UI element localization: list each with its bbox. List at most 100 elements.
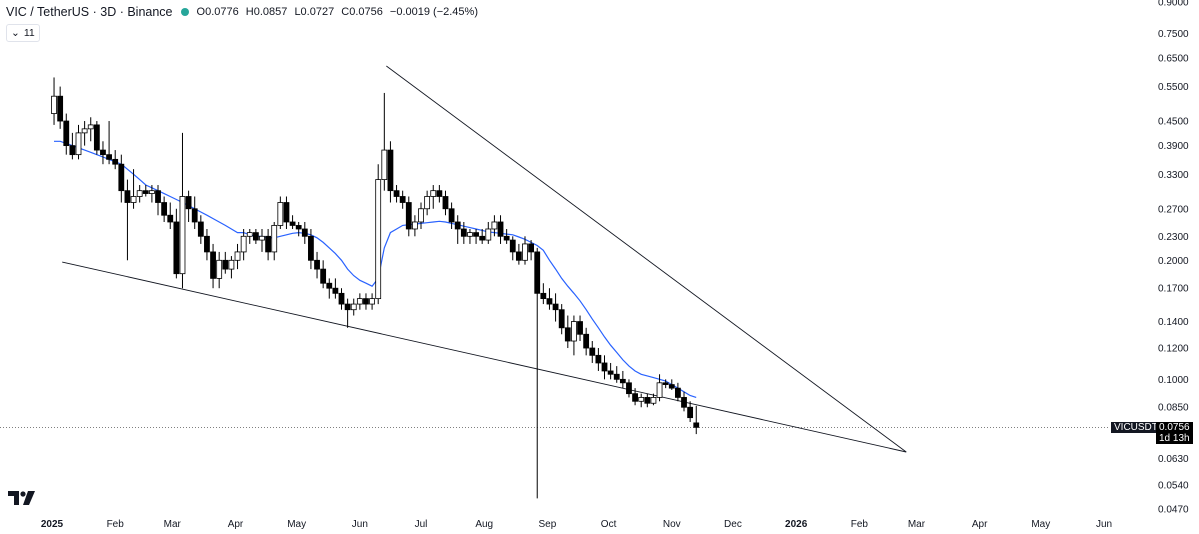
candle-body [246,232,253,237]
candles [51,77,700,499]
candle-body [167,214,174,223]
candle-body [393,190,400,197]
candle [308,228,314,270]
candle [210,243,216,289]
candle [179,132,186,289]
candle [607,362,614,380]
candle [375,164,382,305]
candle [185,190,192,222]
candle-body [448,208,455,223]
candle-body [130,196,137,203]
candle [595,348,602,371]
price-axis[interactable]: 0.0470 0.0540 0.0630 0.0850 0.1000 0.1200 0.14… [1158,0,1189,516]
candle [283,196,290,229]
candle [418,202,424,229]
x-tick-label: Aug [475,519,493,530]
x-tick-label: Sep [539,519,557,530]
candle [191,196,198,229]
candle [148,185,155,203]
candle-body [320,268,327,284]
tradingview-logo-icon[interactable] [8,490,36,506]
candle-body [491,221,498,230]
candle-body [546,298,553,305]
candle-body [277,202,284,226]
candle [546,288,553,310]
candle-body [436,190,443,197]
candle [583,327,590,356]
candle [228,256,235,279]
candle-body [583,333,590,349]
indicators-toggle[interactable]: ⌄ 11 [6,24,40,42]
tag-countdown: 1d 13h [1159,433,1190,444]
y-tick-label: 0.0470 [1158,505,1189,516]
y-tick-label: 0.0540 [1158,481,1189,492]
candle [118,154,125,203]
x-tick-label: Apr [228,519,244,530]
x-tick-label: Mar [908,519,926,530]
candle-body [87,124,94,130]
candle [216,251,223,289]
tag-price: 0.0756 [1159,422,1190,433]
candle [454,215,461,244]
x-tick-label: Oct [601,519,617,530]
candle-body [308,235,314,261]
candle [356,293,363,310]
candle-body [662,382,669,385]
x-tick-label: Mar [164,519,182,530]
candle [295,221,302,237]
candle-body [601,362,608,372]
y-tick-label: 0.3300 [1158,170,1189,181]
candle-body [613,373,620,380]
candle [497,215,504,244]
candle-body [295,225,302,230]
candle-body [283,202,290,223]
x-tick-label: Jul [415,519,428,530]
candle-body [338,292,345,305]
candle-body [363,298,369,305]
candle-body [240,235,247,253]
time-axis[interactable]: 2025 Feb Mar Apr May Jun Jul Aug Sep Oct Nov Dec 202… [41,519,1112,530]
candle-body [350,303,357,311]
candle-body [191,208,198,223]
candle [411,215,418,237]
candle-body [124,190,131,203]
y-tick-label: 0.4500 [1158,117,1189,128]
candle [626,379,632,398]
candle [436,185,443,203]
last-price-label: 0.0756 [1156,422,1193,433]
candle [136,185,143,203]
candle [693,405,700,435]
symbol-title[interactable]: VIC / TetherUS · 3D · Binance [6,5,173,19]
candle-body [118,163,125,192]
candle-body [106,154,112,160]
candle-body [571,321,577,342]
candle [81,121,88,146]
candle-body [81,128,88,134]
candle [509,236,516,261]
candle [289,215,296,229]
candle [197,215,204,244]
x-tick-label: 2026 [785,519,808,530]
y-tick-label: 0.0630 [1158,454,1189,465]
indicator-count: 11 [23,27,35,39]
tag-symbol: VICUSDT [1114,422,1158,433]
candle [100,141,106,165]
candle-body [540,292,547,300]
candle-body [528,243,535,253]
candle-body [454,221,461,230]
chevron-down-icon: ⌄ [11,27,20,39]
candle [265,228,272,261]
candle [240,228,247,261]
candle-body [497,221,504,237]
candle-body [161,202,168,216]
candle [644,393,651,408]
candle [540,283,547,305]
candle-body [100,149,106,156]
candle-body [467,232,473,237]
candle-body [632,393,638,402]
candle [558,304,565,335]
candle [650,393,657,406]
candle-body [479,235,486,241]
candle [277,196,284,229]
